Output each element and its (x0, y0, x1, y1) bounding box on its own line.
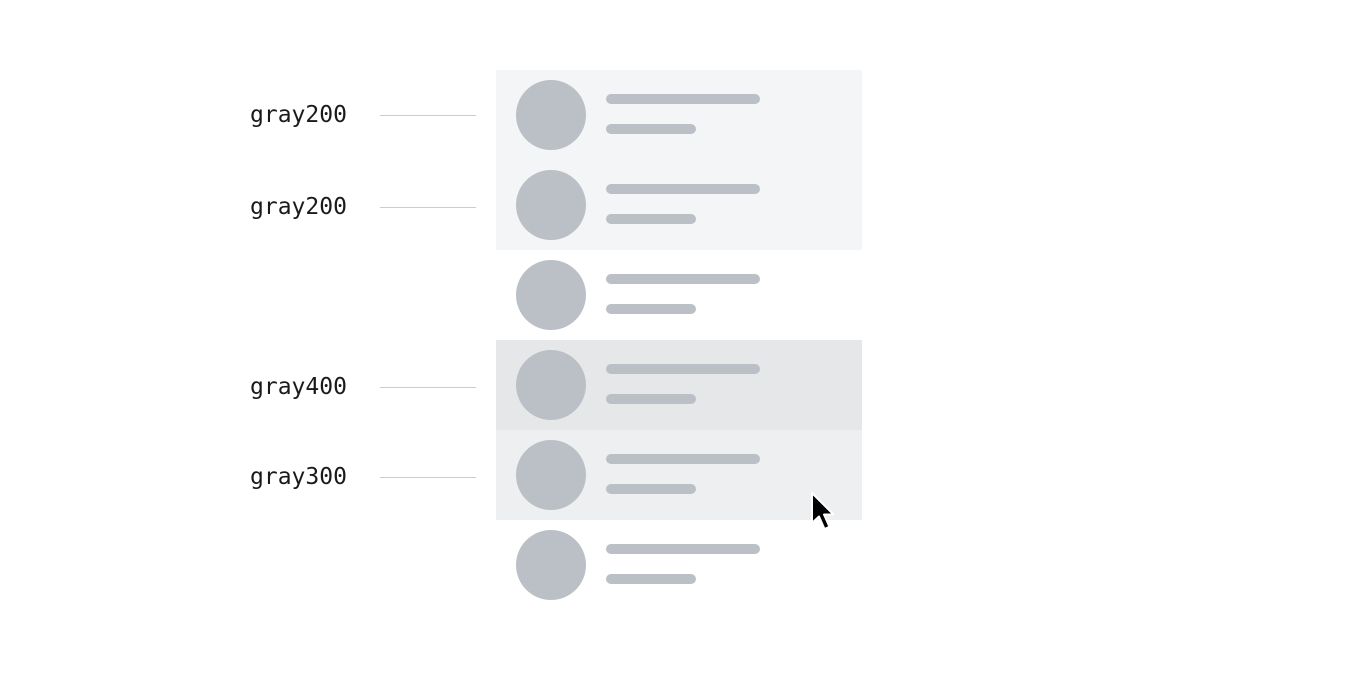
title-line-placeholder (606, 274, 760, 284)
annotation-row-5: gray300 (250, 462, 476, 492)
annotation-label: gray200 (250, 194, 347, 220)
annotation-label: gray200 (250, 102, 347, 128)
avatar-placeholder (516, 260, 586, 330)
subtitle-line-placeholder (606, 304, 696, 314)
list-item[interactable] (496, 70, 862, 160)
annotation-row-1: gray200 (250, 100, 476, 130)
annotation-label: gray400 (250, 374, 347, 400)
leader-line (380, 207, 476, 208)
title-line-placeholder (606, 184, 760, 194)
title-line-placeholder (606, 544, 760, 554)
subtitle-line-placeholder (606, 574, 696, 584)
list-item[interactable] (496, 430, 862, 520)
annotation-row-4: gray400 (250, 372, 476, 402)
subtitle-line-placeholder (606, 124, 696, 134)
avatar-placeholder (516, 440, 586, 510)
list-item[interactable] (496, 250, 862, 340)
leader-line (380, 115, 476, 116)
title-line-placeholder (606, 454, 760, 464)
skeleton-list (496, 70, 862, 610)
annotation-row-2: gray200 (250, 192, 476, 222)
leader-line (380, 477, 476, 478)
avatar-placeholder (516, 170, 586, 240)
list-item[interactable] (496, 520, 862, 610)
avatar-placeholder (516, 530, 586, 600)
title-line-placeholder (606, 94, 760, 104)
title-line-placeholder (606, 364, 760, 374)
list-item[interactable] (496, 340, 862, 430)
avatar-placeholder (516, 80, 586, 150)
subtitle-line-placeholder (606, 394, 696, 404)
annotation-label: gray300 (250, 464, 347, 490)
leader-line (380, 387, 476, 388)
subtitle-line-placeholder (606, 484, 696, 494)
mouse-pointer-icon (811, 492, 835, 530)
list-item[interactable] (496, 160, 862, 250)
subtitle-line-placeholder (606, 214, 696, 224)
avatar-placeholder (516, 350, 586, 420)
